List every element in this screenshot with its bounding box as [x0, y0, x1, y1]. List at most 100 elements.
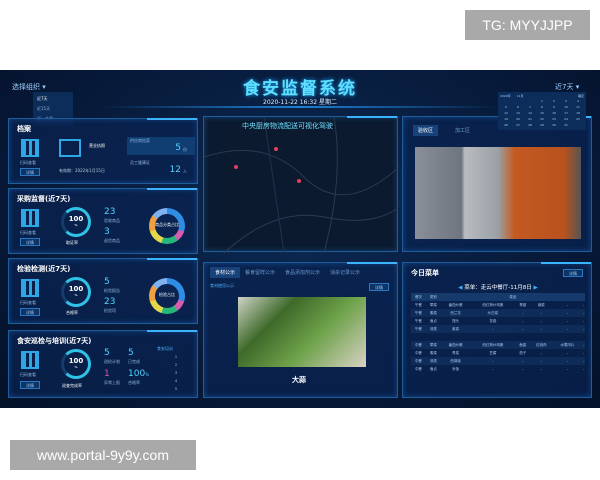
- stat-label: 验收商品: [104, 218, 120, 223]
- menu-row: 中餐 素菜 青菜 豆腐 茄子 - - -: [411, 349, 585, 357]
- calendar-day[interactable]: 25: [576, 117, 580, 121]
- calendar-day[interactable]: 14: [528, 111, 532, 115]
- detail-button[interactable]: 详情: [20, 308, 40, 316]
- calendar-day[interactable]: 5: [505, 105, 507, 109]
- stat-label: 检验报告: [104, 288, 120, 293]
- menu-cell: 青椒: [519, 302, 527, 307]
- purchase-panel: 采购监督(近7天) 扫码查看 详情 100% 取证率 23 验收商品 3 退货商…: [8, 188, 198, 254]
- license-icon: [59, 139, 81, 157]
- stat-value: 23: [104, 297, 116, 307]
- calendar-day[interactable]: 22: [540, 117, 544, 121]
- calendar-year[interactable]: 2020年: [500, 94, 511, 98]
- menu-cell: 番茄炒蛋: [448, 302, 463, 307]
- detail-button[interactable]: 详情: [369, 283, 389, 291]
- rate-ring: 100%: [61, 207, 91, 237]
- tab-acceptance[interactable]: 验收区: [413, 125, 439, 136]
- chevron-left-icon[interactable]: ◀: [458, 285, 465, 291]
- org-select-label: 选择组织: [12, 83, 40, 91]
- range-option[interactable]: 近7天: [37, 96, 48, 101]
- menu-cell: 面点: [429, 318, 437, 323]
- supplier-stat: 供应商档案 5 份: [127, 137, 195, 155]
- stat-label: 异常上报: [104, 380, 120, 385]
- food-caption: 大蒜: [292, 376, 306, 384]
- training-index: 4: [174, 379, 178, 383]
- calendar-day[interactable]: 17: [564, 111, 568, 115]
- calendar-day[interactable]: 27: [516, 123, 520, 127]
- calendar-confirm[interactable]: 确定: [577, 94, 584, 98]
- patrol-panel: 食安巡检与培训(近7天) 扫码查看 详情 100% 巡查完成率 5 巡检计划 5…: [8, 330, 198, 398]
- stat-label: 退货商品: [104, 238, 120, 243]
- training-index: 1: [174, 355, 178, 359]
- menu-cell: 西兰花: [450, 310, 461, 315]
- menu-cell: 汤类: [429, 358, 437, 363]
- calendar-day[interactable]: 31: [564, 123, 568, 127]
- calendar-day[interactable]: 13: [516, 111, 520, 115]
- range-select[interactable]: 近7天 ▾: [555, 82, 579, 92]
- calendar-day[interactable]: 6: [517, 105, 519, 109]
- stat-label: 合格率: [128, 380, 140, 385]
- city-map[interactable]: [204, 117, 399, 253]
- menu-cell: -: [522, 359, 524, 363]
- calendar-day[interactable]: 19: [504, 117, 508, 121]
- stat-unit: 人: [183, 169, 187, 174]
- calendar-day[interactable]: 2: [553, 99, 555, 103]
- calendar-day[interactable]: [572, 122, 584, 128]
- license-validity: 有效期：2022年1月15日: [59, 168, 105, 173]
- menu-cell: [515, 333, 530, 341]
- calendar-day[interactable]: 8: [541, 105, 543, 109]
- menu-cell: 红烧肉: [536, 342, 547, 347]
- rate-label: 取证率: [66, 240, 78, 245]
- menu-row: 午餐 荤菜 番茄炒蛋 西红柿炒鸡蛋 青椒 蔬菜 - -: [411, 301, 585, 309]
- menu-cell: 中餐: [414, 350, 422, 355]
- calendar-day[interactable]: 4: [577, 99, 579, 103]
- menu-cell: -: [540, 367, 542, 371]
- tab-sample[interactable]: 餐食留样公示: [245, 270, 276, 276]
- tg-badge: TG: MYYJJPP: [465, 10, 590, 40]
- calendar-day[interactable]: 11: [576, 105, 580, 109]
- stat-value: 5: [175, 143, 181, 153]
- tab-disinfection[interactable]: 消杀记录公示: [330, 270, 361, 276]
- calendar-day[interactable]: 23: [552, 117, 556, 121]
- calendar-day[interactable]: 1: [541, 99, 543, 103]
- menu-cell: 素菜: [429, 350, 437, 355]
- menu-header-row: 餐次 类别 菜品: [411, 293, 585, 301]
- detail-button[interactable]: 详情: [20, 168, 40, 176]
- menu-cell: -: [522, 319, 524, 323]
- calendar-day[interactable]: 28: [528, 123, 532, 127]
- calendar-day[interactable]: 18: [576, 111, 580, 115]
- calendar-day[interactable]: 9: [553, 105, 555, 109]
- calendar-day[interactable]: 16: [552, 111, 556, 115]
- detail-button[interactable]: 详情: [20, 381, 40, 389]
- calendar-day[interactable]: 3: [565, 99, 567, 103]
- org-select[interactable]: 选择组织 ▾: [12, 82, 46, 92]
- calendar-week: 19 20 21 22 23 24 25: [500, 116, 584, 122]
- calendar-day[interactable]: 10: [564, 105, 568, 109]
- calendar-day[interactable]: 7: [529, 105, 531, 109]
- camera-feed[interactable]: [415, 147, 581, 239]
- calendar-day[interactable]: 26: [504, 123, 508, 127]
- tab-food[interactable]: 食材公示: [210, 267, 241, 278]
- calendar-day[interactable]: 12: [504, 111, 508, 115]
- tab-processing[interactable]: 加工区: [455, 128, 471, 134]
- menu-cell: -: [566, 327, 568, 331]
- menu-cell: 炒白菜: [487, 310, 499, 315]
- calendar-day[interactable]: 20: [516, 117, 520, 121]
- panel-title: 检验检测(近7天): [17, 265, 71, 273]
- calendar-day[interactable]: 24: [564, 117, 568, 121]
- calendar-month[interactable]: 11月: [516, 94, 524, 98]
- chevron-right-icon[interactable]: ▶: [531, 285, 538, 291]
- menu-cell: -: [566, 311, 568, 315]
- menu-cell: 番茄炒蛋: [448, 342, 463, 347]
- menu-cell: 荤菜: [429, 302, 437, 307]
- calendar-day[interactable]: 30: [552, 123, 556, 127]
- detail-button[interactable]: 详情: [563, 269, 583, 277]
- menu-cell: 中餐: [414, 358, 422, 363]
- stat-value: 12: [169, 165, 181, 175]
- calendar-day[interactable]: 21: [528, 117, 532, 121]
- calendar-day[interactable]: 29: [540, 123, 544, 127]
- range-option[interactable]: 近15天: [37, 106, 51, 111]
- calendar-day[interactable]: 15: [540, 111, 544, 115]
- scan-label: 扫码查看: [20, 300, 36, 305]
- tab-additive[interactable]: 食品添加剂公示: [285, 270, 321, 276]
- detail-button[interactable]: 详情: [20, 238, 40, 246]
